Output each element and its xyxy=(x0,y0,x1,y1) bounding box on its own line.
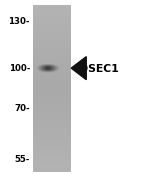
Ellipse shape xyxy=(39,65,57,71)
Polygon shape xyxy=(71,57,86,80)
Text: 130-: 130- xyxy=(9,17,30,26)
Ellipse shape xyxy=(44,67,52,70)
Ellipse shape xyxy=(41,66,55,71)
Ellipse shape xyxy=(36,64,60,73)
Text: IQSEC1: IQSEC1 xyxy=(75,63,119,73)
Text: 70-: 70- xyxy=(14,104,30,113)
Ellipse shape xyxy=(37,64,59,72)
Ellipse shape xyxy=(38,64,58,72)
Ellipse shape xyxy=(44,67,52,70)
Ellipse shape xyxy=(42,66,54,70)
Ellipse shape xyxy=(37,64,59,72)
Ellipse shape xyxy=(45,67,51,69)
Ellipse shape xyxy=(38,65,58,72)
Ellipse shape xyxy=(43,66,53,70)
Ellipse shape xyxy=(42,66,54,70)
Ellipse shape xyxy=(43,66,53,70)
Text: 100-: 100- xyxy=(9,64,30,73)
Text: 55-: 55- xyxy=(15,155,30,164)
Ellipse shape xyxy=(45,67,51,69)
Ellipse shape xyxy=(40,65,56,71)
Ellipse shape xyxy=(46,68,50,69)
Ellipse shape xyxy=(40,65,56,71)
Ellipse shape xyxy=(36,64,60,72)
Ellipse shape xyxy=(46,67,50,69)
Ellipse shape xyxy=(39,65,57,72)
